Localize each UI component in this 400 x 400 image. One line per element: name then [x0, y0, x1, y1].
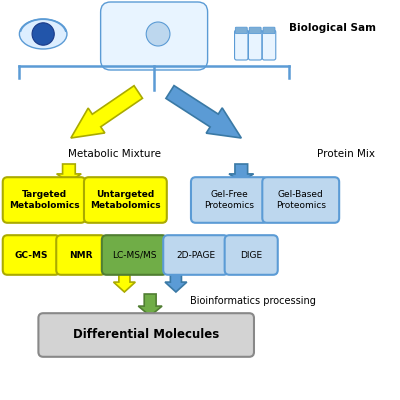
Text: Differential Molecules: Differential Molecules — [73, 328, 219, 342]
Text: NMR: NMR — [69, 250, 92, 260]
Text: Gel-Free
Proteomics: Gel-Free Proteomics — [204, 190, 254, 210]
Text: LC-MS/MS: LC-MS/MS — [112, 250, 156, 260]
Text: Untargeted
Metabolomics: Untargeted Metabolomics — [90, 190, 161, 210]
FancyBboxPatch shape — [248, 30, 262, 60]
FancyBboxPatch shape — [3, 235, 60, 275]
Text: DIGE: DIGE — [240, 250, 262, 260]
FancyBboxPatch shape — [249, 27, 261, 34]
Polygon shape — [138, 294, 162, 316]
FancyBboxPatch shape — [262, 177, 339, 223]
FancyBboxPatch shape — [38, 313, 254, 357]
Text: Biological Sam: Biological Sam — [289, 23, 376, 33]
FancyBboxPatch shape — [163, 235, 228, 275]
Text: Gel-Based
Proteomics: Gel-Based Proteomics — [276, 190, 326, 210]
Ellipse shape — [19, 19, 67, 49]
FancyBboxPatch shape — [191, 177, 268, 223]
Text: Protein Mix: Protein Mix — [316, 149, 374, 159]
Text: Metabolic Mixture: Metabolic Mixture — [68, 149, 161, 159]
Text: 2D-PAGE: 2D-PAGE — [176, 250, 215, 260]
Circle shape — [146, 22, 170, 46]
FancyBboxPatch shape — [225, 235, 278, 275]
FancyBboxPatch shape — [102, 235, 167, 275]
FancyBboxPatch shape — [262, 30, 276, 60]
FancyBboxPatch shape — [56, 235, 105, 275]
Text: Bioinformatics processing: Bioinformatics processing — [190, 296, 316, 306]
Polygon shape — [71, 86, 142, 138]
FancyBboxPatch shape — [234, 30, 248, 60]
Polygon shape — [229, 164, 254, 182]
Text: GC-MS: GC-MS — [14, 250, 48, 260]
FancyBboxPatch shape — [235, 27, 247, 34]
Polygon shape — [57, 164, 81, 182]
Circle shape — [32, 23, 54, 45]
Polygon shape — [165, 270, 187, 292]
FancyBboxPatch shape — [3, 177, 86, 223]
Text: Targeted
Metabolomics: Targeted Metabolomics — [9, 190, 80, 210]
FancyBboxPatch shape — [84, 177, 167, 223]
FancyBboxPatch shape — [263, 27, 275, 34]
Polygon shape — [114, 270, 135, 292]
Polygon shape — [166, 86, 241, 138]
FancyBboxPatch shape — [101, 2, 208, 70]
